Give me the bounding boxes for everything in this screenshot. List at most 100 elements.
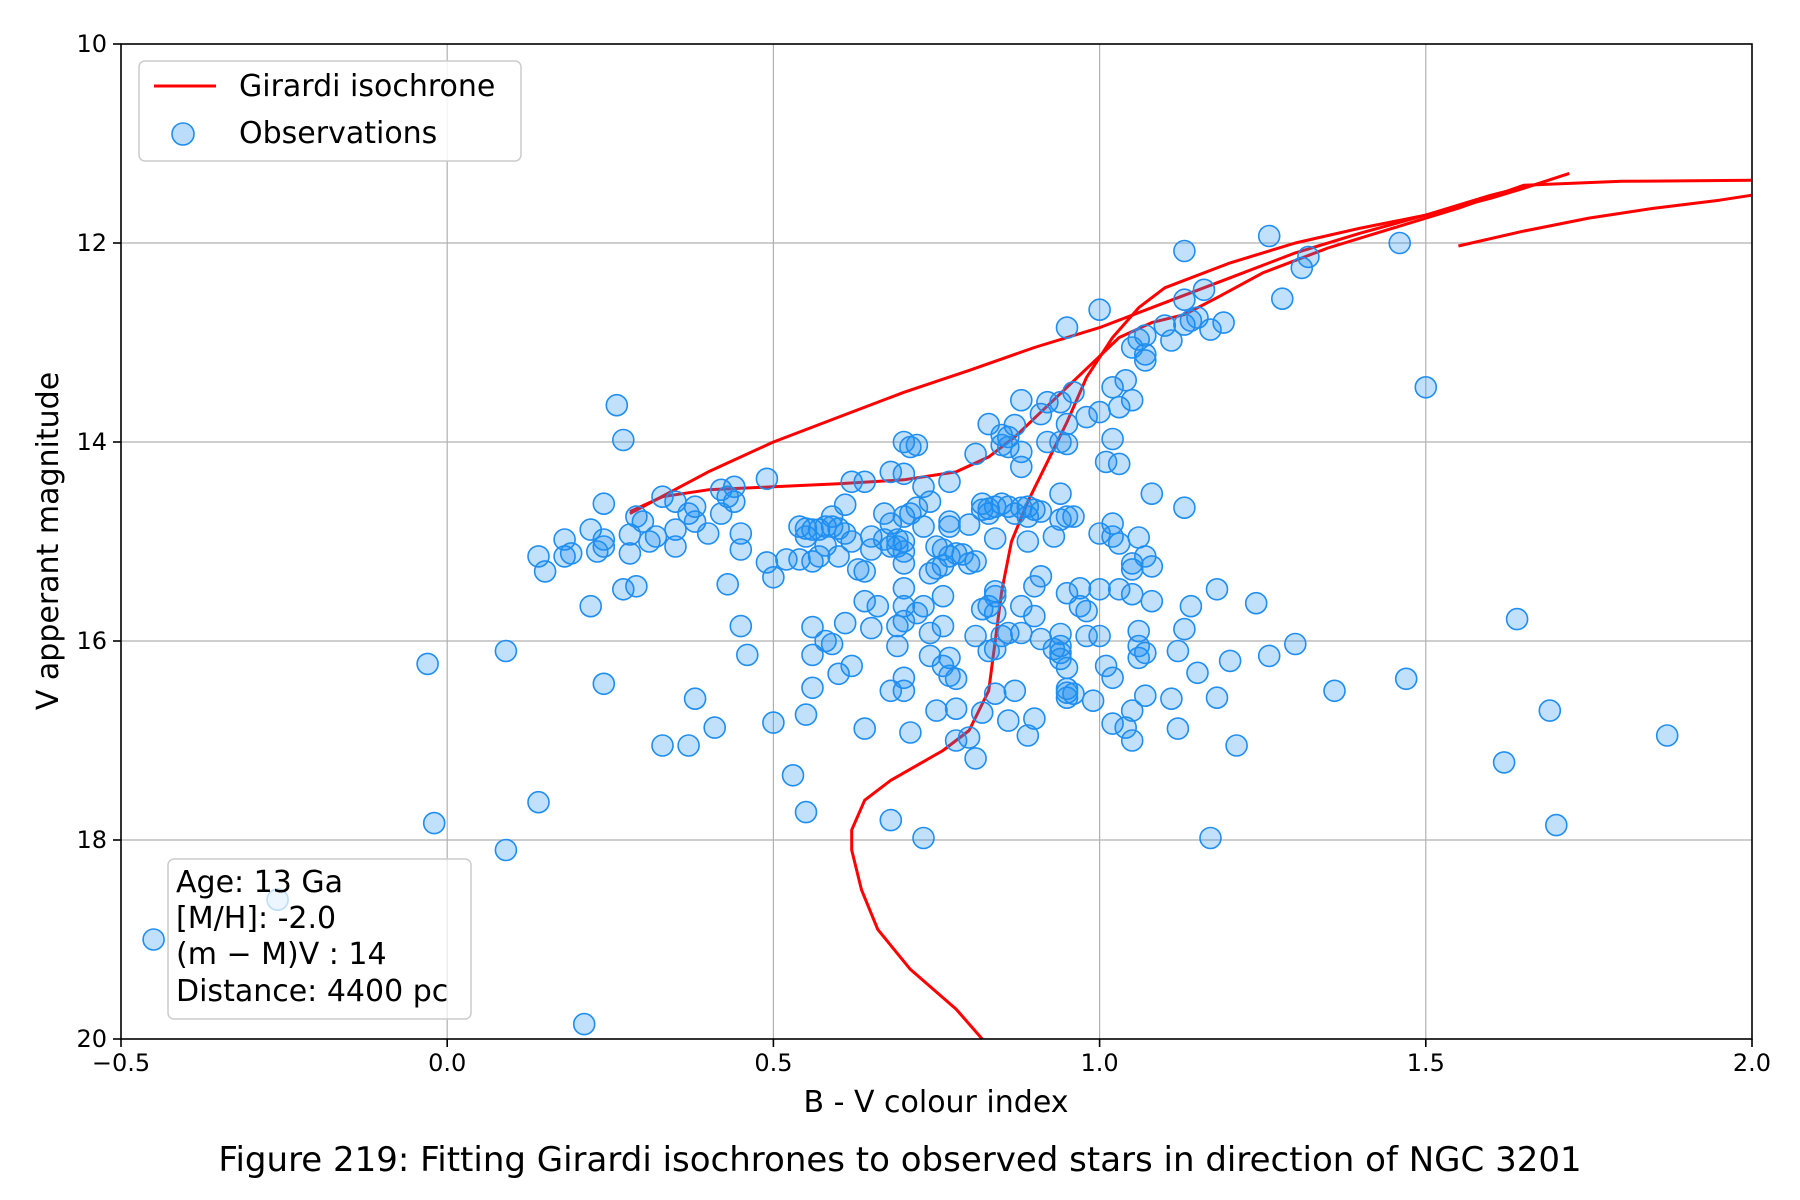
observation-point — [964, 747, 987, 770]
observation-point — [1134, 349, 1157, 372]
x-tick-label: 2.0 — [1733, 1049, 1771, 1077]
observation-point — [866, 594, 890, 618]
observation-point — [1173, 239, 1196, 263]
observation-point — [983, 584, 1007, 608]
observation-point — [840, 530, 864, 553]
y-tick-label: 16 — [76, 627, 107, 655]
observation-point — [1088, 577, 1111, 601]
observation-point — [1284, 632, 1307, 656]
observation-point — [1160, 687, 1183, 711]
x-tick-label: 1.5 — [1407, 1049, 1445, 1077]
observation-point — [1166, 717, 1190, 740]
observation-point — [722, 490, 746, 514]
observation-point — [1062, 682, 1085, 706]
observation-point — [1088, 298, 1111, 322]
x-tick-label: 0.5 — [754, 1049, 792, 1077]
observation-point — [527, 790, 550, 814]
observation-point — [827, 662, 850, 686]
observation-point — [422, 811, 446, 835]
observation-point — [1173, 313, 1196, 336]
observation-point — [1062, 380, 1085, 404]
observation-point — [944, 667, 968, 691]
observation-point — [1166, 639, 1190, 663]
observation-point — [1055, 686, 1079, 710]
grid-lines — [121, 44, 1752, 1039]
observation-point — [664, 518, 687, 541]
observation-point — [494, 838, 518, 862]
observation-point — [840, 470, 864, 494]
observation-point — [1114, 368, 1137, 392]
isochrone-line — [850, 171, 1570, 1040]
observation-point — [1388, 231, 1411, 255]
observation-point — [996, 435, 1020, 459]
observation-point — [1134, 324, 1157, 347]
cmd-chart: −0.5 0.0 0.5 1.0 1.5 2.0 10 12 14 16 18 20 B - V co… — [31, 30, 1771, 1120]
observation-point — [1271, 287, 1294, 311]
observation-point — [735, 643, 759, 667]
observation-point — [729, 538, 753, 561]
observation-point — [801, 615, 824, 639]
observation-point — [827, 545, 850, 568]
observation-point — [957, 513, 981, 536]
observation-point — [1094, 654, 1118, 678]
observation-point — [1055, 412, 1079, 436]
observation-point — [879, 808, 903, 832]
observation-point — [1244, 591, 1268, 615]
observation-point — [820, 632, 844, 656]
observation-point — [964, 624, 987, 648]
observation-point — [1394, 667, 1418, 691]
observation-point — [1029, 564, 1053, 588]
observation-point — [1023, 604, 1046, 628]
observation-point — [1055, 681, 1079, 705]
observation-point — [592, 535, 616, 558]
observation-point — [1055, 505, 1079, 528]
observation-point — [1538, 699, 1562, 722]
observation-point — [1160, 329, 1183, 352]
observation-point — [1186, 661, 1209, 685]
observation-point — [964, 442, 987, 466]
observation-point — [1120, 729, 1144, 752]
isochrone-curves — [629, 171, 1753, 1040]
observation-point — [1055, 316, 1079, 339]
y-tick-label: 18 — [76, 826, 107, 854]
observation-point — [938, 515, 961, 538]
observation-point — [1173, 496, 1196, 520]
observation-point — [859, 616, 883, 640]
observation-point — [1049, 482, 1072, 506]
observation-point — [1257, 224, 1281, 248]
observation-point — [1140, 482, 1164, 506]
observation-point — [1036, 390, 1059, 414]
observation-point — [1081, 689, 1105, 713]
info-box-frame — [167, 858, 472, 1020]
observation-point — [1127, 634, 1150, 658]
observation-point — [729, 614, 753, 638]
observation-point — [1009, 455, 1033, 479]
observation-point — [1003, 679, 1027, 703]
observation-point — [1101, 375, 1124, 399]
observation-point — [1101, 512, 1124, 535]
observation-point — [1140, 555, 1164, 578]
figure-caption: Figure 219: Fitting Girardi isochrones t… — [218, 1140, 1582, 1180]
observation-point — [1205, 686, 1229, 710]
legend-label-isochrone: Girardi isochrone — [239, 69, 495, 104]
observation-point — [1225, 734, 1248, 757]
observation-point — [892, 576, 916, 600]
observation-point — [957, 726, 981, 749]
observation-point — [1049, 622, 1072, 646]
observation-point — [892, 540, 916, 563]
observation-points — [142, 224, 1679, 1036]
observation-point — [899, 721, 922, 744]
observation-point — [651, 734, 674, 757]
isochrone-line — [1458, 193, 1753, 248]
observation-point — [1107, 532, 1131, 555]
observation-point — [1049, 634, 1072, 658]
observation-point — [938, 510, 961, 533]
observation-point — [755, 467, 779, 491]
observation-point — [1055, 656, 1079, 680]
observation-point — [892, 666, 916, 690]
observation-point — [1075, 624, 1098, 648]
observation-point — [1134, 343, 1157, 366]
observation-point — [801, 676, 824, 700]
observation-point — [983, 637, 1007, 661]
info-distance-modulus: (m − M)V : 14 — [176, 937, 387, 972]
